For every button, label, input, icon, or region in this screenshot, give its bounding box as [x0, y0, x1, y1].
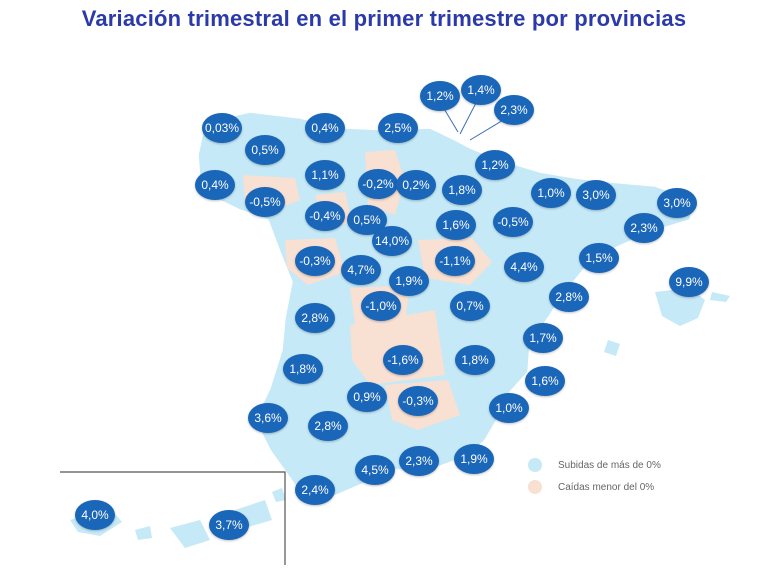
province-value-bubble: -0,2%	[358, 169, 398, 199]
province-value-bubble: -0,4%	[305, 201, 345, 231]
map-title: Variación trimestral en el primer trimes…	[81, 6, 687, 31]
menorca-shape	[710, 292, 730, 302]
province-value-bubble: 1,8%	[283, 354, 323, 384]
province-value-bubble: 4,5%	[355, 455, 395, 485]
province-value-bubble: 2,5%	[378, 113, 418, 143]
peninsula-shape	[197, 111, 696, 501]
province-value-bubble: 2,8%	[295, 303, 335, 333]
ibiza-shape	[604, 340, 620, 356]
province-value-bubble: 0,2%	[396, 170, 436, 200]
province-value-bubble: 2,3%	[624, 213, 664, 243]
province-value-bubble: -0,3%	[398, 386, 438, 416]
province-value-bubble: 1,6%	[436, 210, 476, 240]
mallorca-shape	[655, 288, 705, 326]
province-value-bubble: -1,6%	[383, 345, 423, 375]
province-value-bubble: 1,8%	[442, 175, 482, 205]
province-value-bubble: 1,2%	[475, 150, 515, 180]
province-value-bubble: -1,1%	[435, 246, 475, 276]
legend-swatch-fall	[528, 480, 542, 494]
province-value-bubble: 14,0%	[372, 226, 412, 256]
province-value-bubble: 1,0%	[489, 393, 529, 423]
legend-swatch-rise	[528, 458, 542, 472]
province-value-bubble: 3,6%	[248, 403, 288, 433]
province-value-bubble: -0,5%	[493, 207, 533, 237]
province-value-bubble: 1,9%	[389, 266, 429, 296]
province-value-bubble: 2,8%	[549, 282, 589, 312]
province-value-bubble: 1,9%	[454, 444, 494, 474]
province-value-bubble: 3,0%	[657, 188, 697, 218]
province-value-bubble: 0,5%	[245, 135, 285, 165]
legend-label-fall: Caídas menor del 0%	[558, 481, 655, 493]
province-value-bubble: 0,4%	[195, 170, 235, 200]
leader-line	[442, 106, 459, 133]
legend-item-fall: Caídas menor del 0%	[528, 480, 654, 494]
canary-inset-frame	[60, 471, 286, 565]
province-value-bubble: 3,7%	[209, 510, 249, 540]
legend-item-rise: Subidas de más de 0%	[528, 458, 661, 472]
province-value-bubble: -1,0%	[361, 291, 401, 321]
province-value-bubble: 1,2%	[420, 81, 460, 111]
province-value-bubble: 1,6%	[525, 366, 565, 396]
province-value-bubble: 4,0%	[75, 500, 115, 530]
province-value-bubble: 1,8%	[455, 345, 495, 375]
province-value-bubble: 1,5%	[579, 243, 619, 273]
province-value-bubble: 0,4%	[305, 113, 345, 143]
province-value-bubble: 2,3%	[399, 446, 439, 476]
province-value-bubble: 1,4%	[461, 75, 501, 105]
province-value-bubble: -0,5%	[245, 187, 285, 217]
province-value-bubble: 0,03%	[202, 113, 242, 143]
province-value-bubble: 4,4%	[504, 252, 544, 282]
province-value-bubble: 9,9%	[669, 267, 709, 297]
province-value-bubble: 4,7%	[341, 255, 381, 285]
province-value-bubble: 1,1%	[305, 160, 345, 190]
province-value-bubble: -0,3%	[295, 246, 335, 276]
province-value-bubble: 1,7%	[523, 323, 563, 353]
leader-line	[459, 98, 479, 135]
province-value-bubble: 0,7%	[450, 291, 490, 321]
province-value-bubble: 1,0%	[531, 178, 571, 208]
legend-label-rise: Subidas de más de 0%	[558, 459, 661, 471]
province-value-bubble: 0,9%	[347, 382, 387, 412]
province-value-bubble: 2,4%	[295, 475, 335, 505]
province-value-bubble: 2,8%	[308, 411, 348, 441]
province-value-bubble: 2,3%	[494, 95, 534, 125]
province-value-bubble: 3,0%	[576, 180, 616, 210]
